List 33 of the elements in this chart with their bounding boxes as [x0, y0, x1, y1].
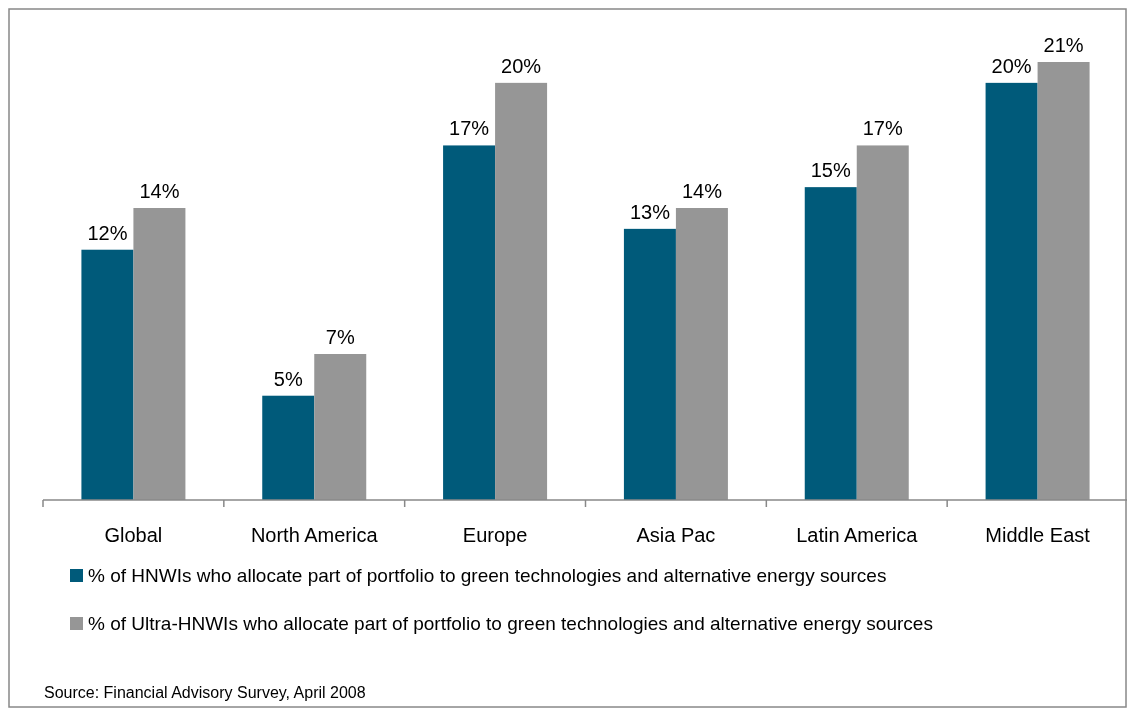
bar	[81, 249, 134, 500]
x-tick-label: Global	[104, 524, 163, 546]
data-label: 14%	[139, 180, 180, 202]
bar	[675, 208, 728, 500]
data-label: 17%	[862, 117, 903, 140]
data-label: 12%	[87, 221, 128, 244]
source-note: Source: Financial Advisory Survey, April 2008	[44, 684, 366, 701]
x-tick-label: Europe	[462, 524, 528, 546]
data-label: 21%	[1043, 34, 1084, 56]
data-label: 14%	[681, 180, 723, 202]
bar	[314, 354, 367, 500]
bar	[623, 228, 676, 500]
x-tick-label: Middle East	[985, 524, 1091, 546]
data-label: 20%	[501, 54, 542, 77]
bar	[1037, 62, 1090, 500]
data-label: 7%	[325, 326, 355, 348]
x-tick-label: Latin America	[796, 524, 919, 546]
legend-label: % of HNWIs who allocate part of portfolio to green technologies and alternative energy sources	[88, 565, 887, 586]
bar	[133, 208, 186, 500]
bar	[856, 145, 909, 500]
bar	[804, 187, 857, 500]
data-label: 13%	[629, 200, 671, 223]
data-label: 17%	[449, 117, 490, 140]
legend-label: % of Ultra-HNWIs who allocate part of portfolio to green technologies and alternative energy sources	[88, 613, 933, 634]
x-tick-label: North America	[250, 524, 379, 546]
x-tick-label: Asia Pac	[636, 524, 716, 546]
bar	[443, 145, 496, 500]
bar	[495, 82, 548, 500]
data-label: 15%	[810, 159, 851, 182]
bar	[985, 82, 1038, 500]
bar	[262, 395, 315, 500]
data-label: 5%	[273, 367, 303, 390]
data-label: 20%	[991, 54, 1032, 77]
